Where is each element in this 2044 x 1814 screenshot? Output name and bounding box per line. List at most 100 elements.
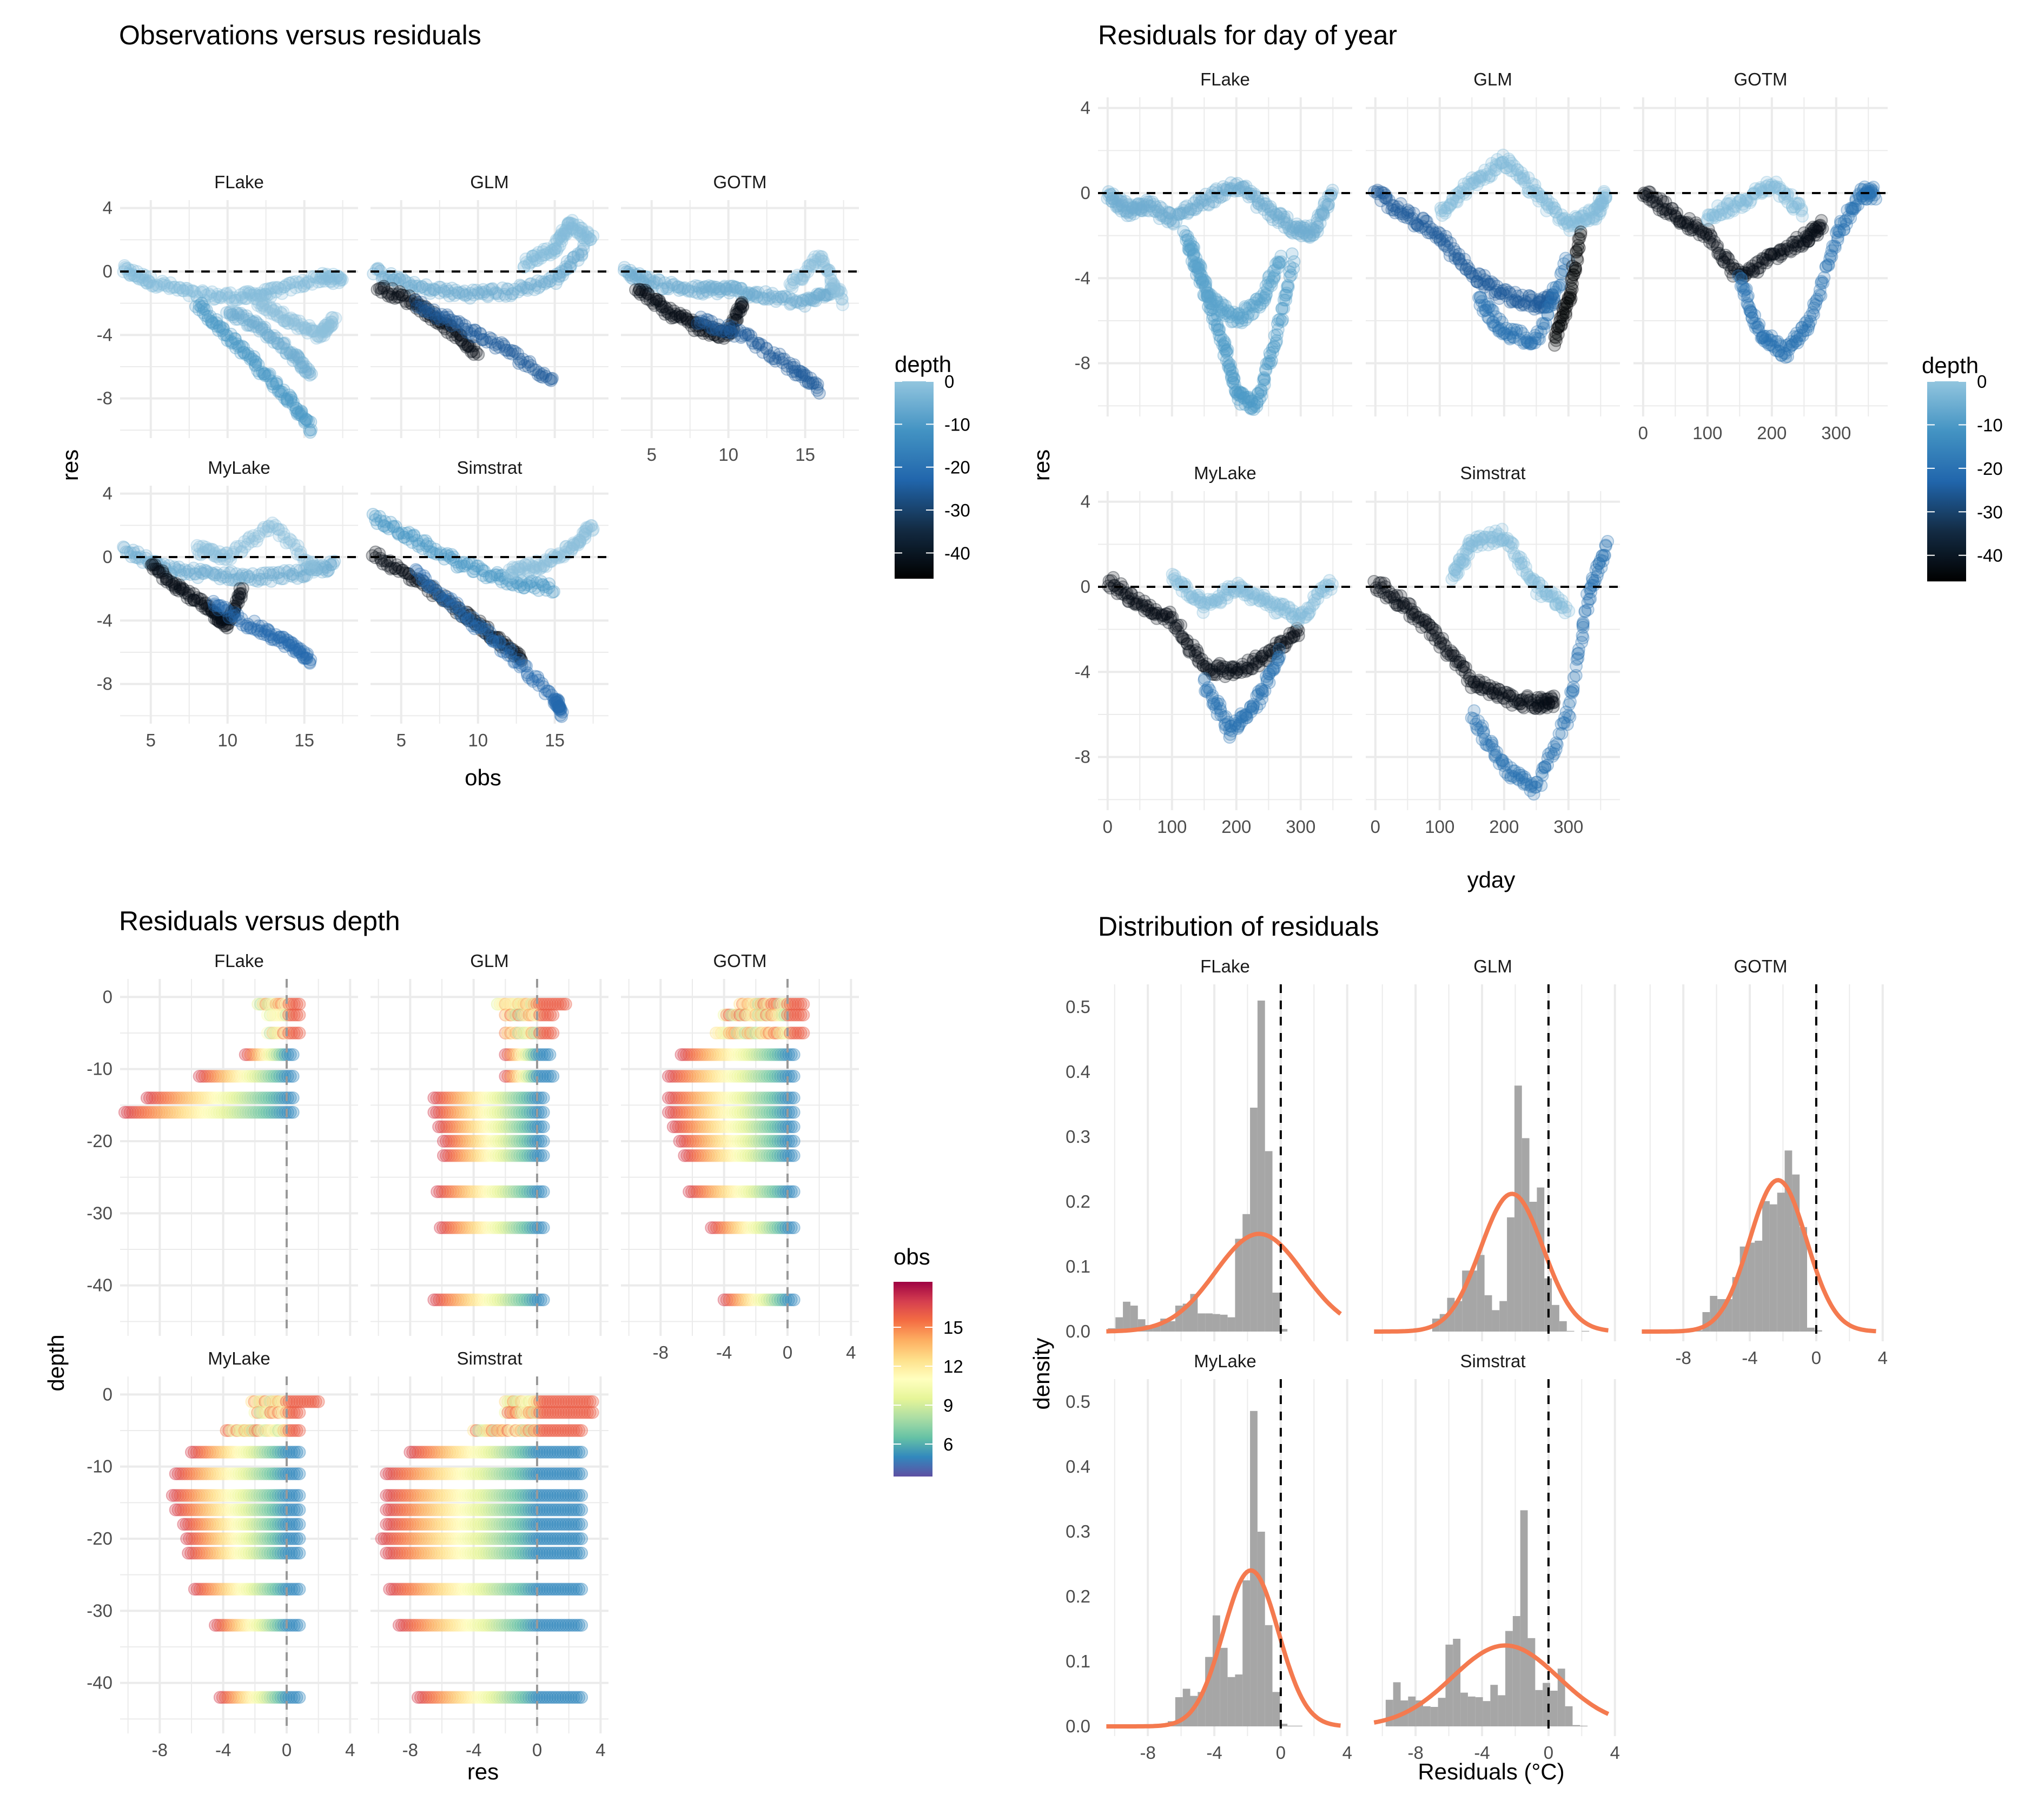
facet-strip-label: MyLake xyxy=(1194,463,1256,483)
data-point xyxy=(168,280,182,294)
data-point xyxy=(1326,183,1339,197)
data-point xyxy=(136,273,149,287)
data-point xyxy=(144,270,157,283)
data-point xyxy=(235,290,249,304)
data-point xyxy=(274,282,287,296)
data-point xyxy=(270,281,284,294)
data-point xyxy=(230,294,243,307)
x-tick-label: 0 xyxy=(1103,817,1113,837)
data-point xyxy=(546,1070,560,1083)
data-point xyxy=(1567,671,1580,684)
data-point xyxy=(138,273,151,287)
data-point xyxy=(286,275,299,289)
legend-title: depth xyxy=(895,352,951,377)
data-point xyxy=(157,279,171,292)
data-point xyxy=(293,997,306,1011)
data-point xyxy=(302,276,315,289)
data-point xyxy=(156,275,169,288)
data-point xyxy=(1285,247,1299,261)
data-point xyxy=(210,320,223,333)
data-point xyxy=(171,283,184,297)
x-tick-label: 5 xyxy=(647,445,657,465)
data-point xyxy=(303,426,317,439)
data-point xyxy=(812,386,826,400)
facet-strip-label: FLake xyxy=(214,951,264,971)
data-point xyxy=(157,276,171,290)
data-point xyxy=(235,587,248,600)
obs-vs-res-ylabel: res xyxy=(57,449,83,481)
data-point xyxy=(205,315,219,329)
data-point xyxy=(280,278,293,292)
data-point xyxy=(219,328,233,342)
x-tick-label: 300 xyxy=(1553,817,1583,837)
data-point xyxy=(197,302,211,316)
data-point xyxy=(142,274,155,288)
data-point xyxy=(190,290,204,304)
obs-vs-res-xlabel: obs xyxy=(465,765,501,790)
data-point xyxy=(224,334,237,348)
data-point xyxy=(217,322,230,336)
data-point xyxy=(264,282,277,295)
data-point xyxy=(286,1105,300,1119)
data-point xyxy=(278,280,292,294)
obs-vs-res-plot: Observations versus residuals obs res FL… xyxy=(57,20,970,790)
data-point xyxy=(277,280,290,294)
data-point xyxy=(203,309,217,323)
data-point xyxy=(259,288,272,301)
data-point xyxy=(546,1008,560,1022)
data-point xyxy=(286,1048,300,1061)
data-point xyxy=(255,288,268,301)
colorbar-label: 0 xyxy=(944,372,954,392)
res-vs-depth-xlabel: res xyxy=(467,1759,499,1784)
y-tick-label: 4 xyxy=(1081,98,1090,118)
data-point xyxy=(286,1091,300,1104)
data-point xyxy=(226,294,240,308)
x-tick-label: 0 xyxy=(1371,817,1380,837)
y-tick-label: -8 xyxy=(1075,747,1090,767)
data-point xyxy=(289,281,302,294)
data-point xyxy=(258,283,272,296)
data-point xyxy=(1574,225,1587,239)
data-point xyxy=(252,289,265,302)
res-vs-yday-xlabel: yday xyxy=(1467,867,1516,892)
data-point xyxy=(320,268,334,281)
data-point xyxy=(299,277,313,290)
y-tick-label: 4 xyxy=(1081,492,1090,512)
data-point xyxy=(188,285,201,299)
data-point xyxy=(195,301,208,314)
facet-strip-label: GOTM xyxy=(1734,69,1788,89)
data-point xyxy=(150,279,163,292)
data-point xyxy=(207,293,221,306)
data-point xyxy=(248,292,261,305)
data-point xyxy=(221,329,234,342)
data-point xyxy=(305,367,318,381)
data-point xyxy=(143,275,156,288)
data-point xyxy=(164,281,178,294)
y-tick-label: 0 xyxy=(103,987,113,1007)
data-point xyxy=(313,560,326,573)
data-point xyxy=(297,279,311,292)
facet-strip-label: GOTM xyxy=(713,172,767,192)
data-point xyxy=(130,269,143,283)
data-point xyxy=(334,274,347,287)
data-point xyxy=(140,276,153,289)
data-point xyxy=(127,263,140,277)
data-point xyxy=(192,303,206,316)
data-point xyxy=(223,286,237,300)
res-vs-yday-plot: Residuals for day of year yday res FLake… xyxy=(1029,20,2003,892)
data-point xyxy=(208,292,222,306)
data-point xyxy=(155,277,168,291)
data-point xyxy=(1273,643,1286,656)
data-point xyxy=(1274,255,1288,269)
data-point xyxy=(1867,181,1880,194)
data-point xyxy=(206,316,219,330)
data-point xyxy=(196,300,210,313)
data-point xyxy=(305,270,319,283)
data-point xyxy=(546,372,559,385)
data-point xyxy=(324,270,338,283)
facet-strip-label: Simstrat xyxy=(1460,463,1525,483)
